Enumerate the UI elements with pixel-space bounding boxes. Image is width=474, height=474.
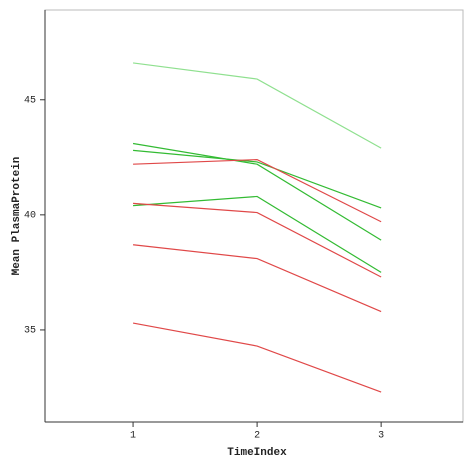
x-tick-label: 2 <box>254 431 260 442</box>
y-tick-label: 45 <box>24 95 36 106</box>
series-line <box>132 244 382 313</box>
series-line <box>132 142 382 241</box>
series-line <box>133 159 382 223</box>
series-line <box>132 62 382 149</box>
series-line <box>133 195 382 273</box>
y-tick-label: 40 <box>24 210 36 221</box>
series-line <box>133 202 382 278</box>
series-line <box>133 149 382 209</box>
x-tick-label: 3 <box>378 431 384 442</box>
y-axis-label: Mean PlasmaProtein <box>11 157 23 276</box>
x-axis-label: TimeIndex <box>227 447 287 459</box>
plot-frame <box>44 9 464 423</box>
series-line <box>132 322 382 393</box>
x-tick-label: 1 <box>130 431 136 442</box>
y-tick-label: 35 <box>24 326 36 337</box>
